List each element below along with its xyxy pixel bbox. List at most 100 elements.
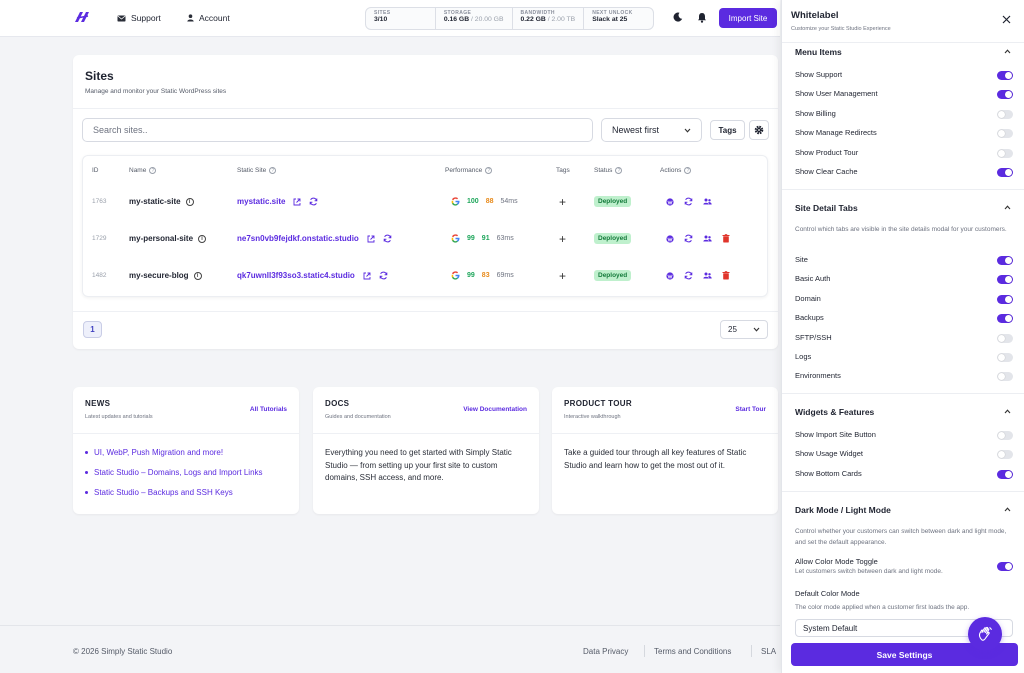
option-toggle[interactable] xyxy=(997,450,1013,460)
sla-link[interactable]: SLA xyxy=(761,647,777,656)
close-icon[interactable] xyxy=(1002,15,1011,24)
add-tag-button[interactable]: + xyxy=(559,257,566,294)
table-row[interactable]: 1763 my-static-site i mystatic.site 100 88 54m… xyxy=(83,183,767,220)
news-card: NEWS Latest updates and tutorials All Tu… xyxy=(73,387,299,514)
add-tag-button[interactable]: + xyxy=(559,183,566,220)
news-link[interactable]: Static Studio – Backups and SSH Keys xyxy=(85,488,263,497)
import-site-button[interactable]: Import Site xyxy=(719,8,777,28)
add-tag-button[interactable]: + xyxy=(559,220,566,257)
tags-button[interactable]: Tags xyxy=(710,120,745,140)
chevron-up-icon[interactable] xyxy=(1004,409,1011,414)
option-toggle[interactable] xyxy=(997,109,1013,119)
news-link[interactable]: UI, WebP, Push Migration and more! xyxy=(85,448,263,457)
chevron-up-icon[interactable] xyxy=(1004,205,1011,210)
option-toggle[interactable] xyxy=(997,314,1013,324)
start-tour-link[interactable]: Start Tour xyxy=(735,406,766,413)
all-tutorials-link[interactable]: All Tutorials xyxy=(249,406,287,413)
wordpress-icon[interactable] xyxy=(666,271,674,280)
external-link-icon[interactable] xyxy=(363,272,371,280)
info-icon[interactable]: i xyxy=(193,271,202,280)
table-row[interactable]: 1482 my-secure-blog i qk7uwnll3f93so3.stati… xyxy=(83,257,767,294)
info-icon[interactable]: i xyxy=(185,197,194,206)
option-toggle[interactable] xyxy=(997,431,1013,440)
per-page-select[interactable]: 25 xyxy=(720,320,768,339)
moon-icon[interactable] xyxy=(673,12,683,22)
score-b: 88 xyxy=(485,198,494,205)
users-icon[interactable] xyxy=(703,235,712,242)
bell-icon[interactable] xyxy=(697,12,707,23)
search-input[interactable] xyxy=(82,118,593,142)
option-label: Show Import Site Button xyxy=(795,430,876,439)
status-badge: Deployed xyxy=(594,196,632,207)
site-name[interactable]: my-personal-site i xyxy=(129,220,207,257)
terms-link[interactable]: Terms and Conditions xyxy=(654,647,732,656)
support-link[interactable]: Support xyxy=(117,13,161,23)
wordpress-icon[interactable] xyxy=(666,234,674,243)
wordpress-icon[interactable] xyxy=(666,197,674,206)
allow-color-mode-toggle[interactable] xyxy=(997,562,1013,571)
option-toggle[interactable] xyxy=(997,148,1013,158)
col-header-actions: Actions? xyxy=(660,167,692,174)
page-button[interactable]: 1 xyxy=(83,321,102,338)
divider xyxy=(782,491,1024,492)
trash-icon[interactable] xyxy=(722,234,730,243)
site-name[interactable]: my-static-site i xyxy=(129,183,194,220)
external-link-icon[interactable] xyxy=(293,198,301,206)
option-toggle[interactable] xyxy=(997,90,1013,100)
site-domain-link[interactable]: ne7sn0vb9fejdkf.onstatic.studio xyxy=(237,220,392,257)
site-name[interactable]: my-secure-blog i xyxy=(129,257,202,294)
news-link[interactable]: Static Studio – Domains, Logs and Import… xyxy=(85,468,263,477)
status-cell: Deployed xyxy=(594,257,632,294)
copyright: © 2026 Simply Static Studio xyxy=(73,647,173,656)
option-toggle[interactable] xyxy=(997,372,1013,382)
option-toggle[interactable] xyxy=(997,275,1013,285)
site-domain-link[interactable]: qk7uwnll3f93so3.static4.studio xyxy=(237,257,388,294)
refresh-icon[interactable] xyxy=(309,197,318,206)
option-toggle[interactable] xyxy=(997,353,1013,362)
info-icon[interactable]: i xyxy=(198,234,207,243)
site-domain-link[interactable]: mystatic.site xyxy=(237,183,318,220)
option-toggle[interactable] xyxy=(997,333,1013,343)
option-label: Show Usage Widget xyxy=(795,449,863,459)
refresh-icon[interactable] xyxy=(383,234,392,243)
trash-icon[interactable] xyxy=(722,271,730,280)
allow-toggle-sub: Let customers switch between dark and li… xyxy=(795,568,943,575)
save-settings-button[interactable]: Save Settings xyxy=(791,643,1018,666)
row-actions xyxy=(666,183,712,220)
google-icon xyxy=(451,234,460,243)
gear-icon xyxy=(754,125,764,135)
sync-icon[interactable] xyxy=(684,197,693,206)
option-toggle[interactable] xyxy=(997,256,1013,265)
card-title: PRODUCT TOUR xyxy=(564,399,632,408)
refresh-icon[interactable] xyxy=(379,271,388,280)
response-time: 54ms xyxy=(500,198,518,205)
section-title-site-detail-tabs: Site Detail Tabs xyxy=(795,203,858,213)
view-documentation-link[interactable]: View Documentation xyxy=(463,406,527,413)
option-label: Show Bottom Cards xyxy=(795,468,862,478)
option-toggle[interactable] xyxy=(997,129,1013,139)
sync-icon[interactable] xyxy=(684,271,693,280)
option-toggle[interactable] xyxy=(997,168,1013,177)
sync-icon[interactable] xyxy=(684,234,693,243)
performance-scores: 99 83 69ms xyxy=(451,257,514,294)
sort-select[interactable]: Newest first xyxy=(601,118,702,142)
users-icon[interactable] xyxy=(703,198,712,205)
data-privacy-link[interactable]: Data Privacy xyxy=(583,647,629,656)
option-toggle[interactable] xyxy=(997,294,1013,304)
logo[interactable] xyxy=(74,11,91,23)
help-chat-button[interactable] xyxy=(968,617,1002,651)
status-badge: Deployed xyxy=(594,233,632,244)
table-row[interactable]: 1729 my-personal-site i ne7sn0vb9fejdkf.ons… xyxy=(83,220,767,257)
chevron-up-icon[interactable] xyxy=(1004,49,1011,54)
external-link-icon[interactable] xyxy=(367,235,375,243)
default-color-mode-select[interactable]: System Default xyxy=(795,619,1013,637)
divider xyxy=(782,189,1024,190)
default-color-mode-label: Default Color Mode xyxy=(795,589,860,598)
col-header-status: Status? xyxy=(594,167,623,174)
settings-button[interactable] xyxy=(749,120,769,140)
chevron-up-icon[interactable] xyxy=(1004,507,1011,512)
users-icon[interactable] xyxy=(703,272,712,279)
option-toggle[interactable] xyxy=(997,469,1013,479)
account-link[interactable]: Account xyxy=(187,13,230,23)
option-toggle[interactable] xyxy=(997,71,1013,80)
